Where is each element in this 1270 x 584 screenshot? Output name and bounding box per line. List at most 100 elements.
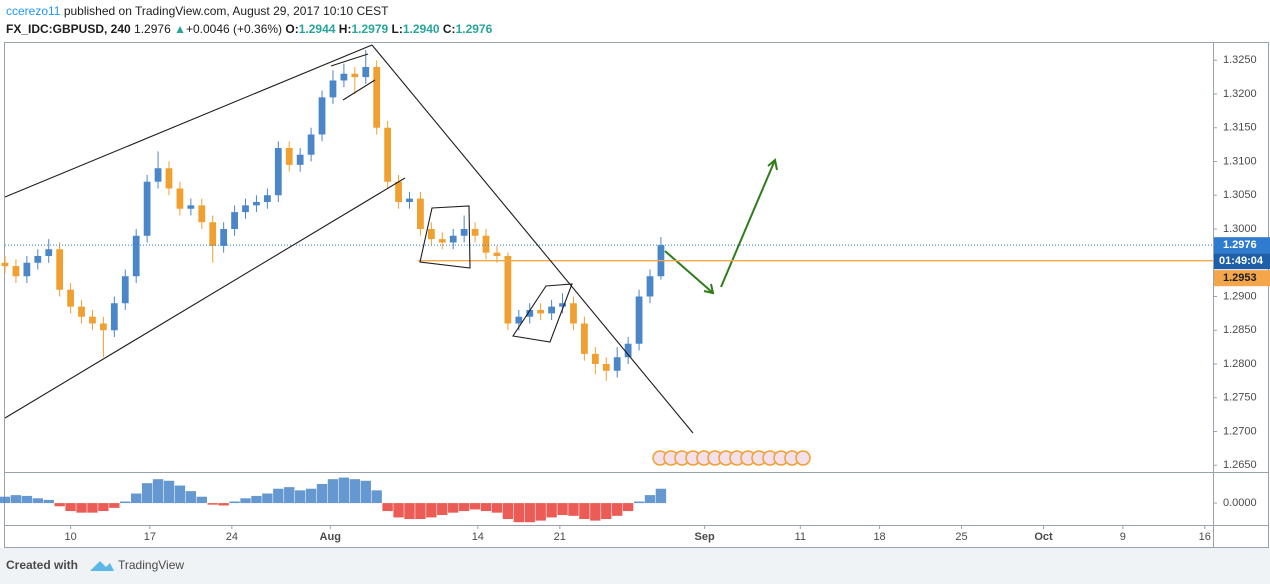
histogram-bar (54, 503, 65, 507)
candle-body (351, 73, 359, 78)
histogram-bar (130, 493, 142, 504)
candle-body (296, 154, 304, 165)
histogram-bar (448, 503, 459, 513)
x-tick-label: 18 (873, 531, 885, 543)
author[interactable]: ccerezo11 (6, 4, 61, 18)
candle-body (613, 357, 621, 371)
close-label: C: (443, 22, 456, 36)
histogram-bar (229, 501, 240, 504)
candle-body (438, 239, 446, 243)
histogram-bar (284, 487, 295, 504)
symbol: FX_IDC:GBPUSD, 240 (6, 22, 131, 36)
histogram-bar (65, 503, 76, 512)
histogram-bar (513, 503, 525, 523)
x-tick-label: 9 (1120, 531, 1126, 543)
y-tick-label: 1.2850 (1223, 324, 1257, 336)
x-tick-label: 17 (144, 531, 156, 543)
candle-body (635, 296, 643, 344)
candle-body (45, 249, 53, 256)
candle-body (373, 66, 381, 128)
brand[interactable]: TradingView (118, 558, 184, 572)
trend-line (4, 44, 373, 198)
candle-body (121, 276, 129, 304)
y-tick-label: 1.2650 (1223, 459, 1257, 471)
candle-body (307, 134, 315, 155)
histogram-bar (502, 503, 514, 520)
arrow (720, 159, 776, 288)
histogram-bar (338, 477, 350, 504)
histogram-bar (590, 503, 601, 521)
x-tick-label: 25 (955, 531, 967, 543)
histogram-bar (43, 499, 54, 504)
histogram-bar (644, 495, 656, 504)
histogram-bar (294, 490, 306, 504)
event-icon (795, 450, 811, 466)
histogram-bar (404, 503, 415, 520)
candle-body (1, 262, 9, 267)
histogram-bar (535, 503, 546, 521)
y-tick-label: 0.0000 (1223, 497, 1257, 509)
flag (419, 205, 471, 269)
y-tick-label: 1.2800 (1223, 358, 1257, 370)
footer-band (0, 548, 1270, 584)
candle-body (12, 266, 20, 277)
histogram-bar (0, 496, 11, 504)
candle-body (384, 127, 392, 182)
arrow-head (767, 158, 778, 171)
histogram-bar (262, 493, 273, 504)
histogram-bar (393, 503, 404, 518)
histogram-bar (415, 503, 426, 520)
y-tick-label: 1.3200 (1223, 88, 1257, 100)
candle-body (624, 343, 632, 358)
countdown-label: 01:49:04 (1219, 255, 1264, 267)
candle-body (548, 306, 555, 314)
high: 1.2979 (351, 22, 388, 36)
histogram-bar (174, 485, 186, 504)
y-tick-label: 1.2900 (1223, 290, 1257, 302)
histogram-bar (557, 503, 568, 516)
flag-line (342, 79, 376, 101)
countdown-box (1214, 253, 1270, 270)
candle-body (581, 323, 588, 354)
published: published on TradingView.com, August 29,… (64, 4, 389, 18)
level-label: 1.2953 (1223, 272, 1257, 284)
candle-body (471, 228, 479, 236)
arrows (664, 158, 778, 295)
flag-line (330, 53, 369, 67)
candle-body (67, 289, 74, 307)
histogram-bar (491, 503, 503, 513)
events (652, 450, 811, 466)
open-label: O: (285, 22, 298, 36)
trend-line (371, 44, 694, 434)
histogram-bar (622, 503, 634, 512)
histogram-bar (458, 503, 470, 512)
candle-body (591, 353, 599, 364)
candle-body (263, 195, 271, 202)
histogram-bar (327, 479, 339, 504)
histogram-bar (218, 503, 229, 506)
candle-body (417, 198, 424, 229)
histogram-bar (120, 501, 131, 504)
low: 1.2940 (403, 22, 440, 36)
change: +0.0046 (+0.36%) (186, 22, 282, 36)
frame (4, 42, 1269, 548)
candle-body (89, 316, 96, 324)
histogram-bar (10, 495, 22, 504)
low-label: L: (392, 22, 403, 36)
histogram-bar (579, 503, 590, 520)
candle-body (602, 363, 610, 371)
candle-body (526, 309, 534, 317)
candle-body (493, 252, 501, 256)
candle-body (100, 323, 107, 331)
candle-body (427, 228, 435, 240)
histogram-bar (32, 498, 43, 504)
flag (512, 283, 573, 343)
drawings (4, 44, 694, 434)
candle-body (220, 228, 228, 246)
histogram-bar (273, 488, 284, 504)
histogram-bar (196, 496, 207, 504)
candle-body (242, 205, 249, 213)
y-tick-label: 1.3000 (1223, 223, 1257, 235)
y-tick-label: 1.3250 (1223, 54, 1257, 66)
candle-body (504, 255, 512, 324)
